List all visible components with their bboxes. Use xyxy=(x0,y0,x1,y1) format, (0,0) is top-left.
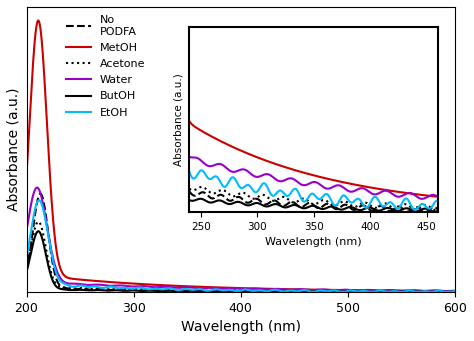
Legend: No
PODFA, MetOH, Acetone, Water, ButOH, EtOH: No PODFA, MetOH, Acetone, Water, ButOH, … xyxy=(66,15,145,118)
X-axis label: Wavelength (nm): Wavelength (nm) xyxy=(181,320,301,334)
Y-axis label: Absorbance (a.u.): Absorbance (a.u.) xyxy=(7,88,21,211)
